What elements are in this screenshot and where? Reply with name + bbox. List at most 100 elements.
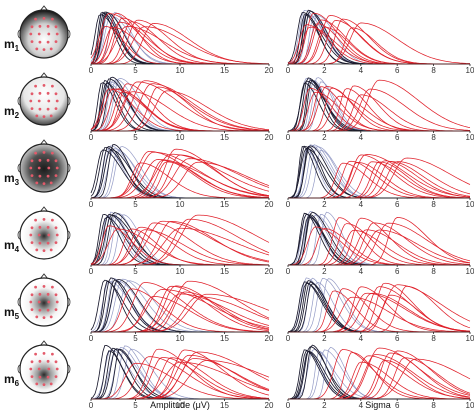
tick-label-sigma-m3-1: 2 (322, 200, 327, 209)
curve-dark-m2-2 (288, 77, 470, 132)
tick-label-amplitude-m5-2: 10 (176, 334, 185, 343)
curve-dark-m3-2 (90, 146, 269, 199)
curve-red-m2-5 (91, 91, 269, 132)
panel-sigma-m6: 0 2 4 6 8 10 (286, 344, 474, 410)
tick-label-sigma-m4-5: 10 (466, 267, 474, 276)
tick-label-sigma-m4-2: 4 (359, 267, 364, 276)
curve-red-m4-6 (91, 220, 270, 266)
scalp-map-m3 (17, 139, 71, 193)
tick-label-amplitude-m1-4: 20 (265, 66, 274, 75)
row-label-m6: m6 (4, 372, 20, 388)
curve-blue-m3-1 (90, 145, 269, 199)
tick-label-amplitude-m3-2: 10 (176, 200, 185, 209)
tick-label-sigma-m3-2: 4 (359, 200, 364, 209)
tick-label-sigma-m6-1: 2 (322, 401, 327, 410)
tick-label-amplitude-m2-3: 15 (220, 133, 229, 142)
tick-label-sigma-m5-2: 4 (359, 334, 364, 343)
curve-red-m5-7 (91, 291, 270, 333)
tick-label-amplitude-m1-3: 15 (220, 66, 229, 75)
tick-label-sigma-m1-2: 4 (359, 66, 364, 75)
curve-red-m6-7 (288, 352, 471, 400)
curve-red-m1-4 (90, 21, 269, 65)
tick-label-sigma-m1-1: 2 (322, 66, 327, 75)
tick-label-sigma-m2-1: 2 (322, 133, 327, 142)
panel-sigma-m4: 0 2 4 6 8 10 (286, 210, 474, 276)
tick-label-sigma-m1-4: 8 (431, 66, 436, 75)
tick-label-amplitude-m1-2: 10 (176, 66, 185, 75)
x-axis-label-amplitude: Amplitude (μV) (150, 400, 210, 410)
tick-label-amplitude-m5-3: 15 (220, 334, 229, 343)
curve-dark-m6-3 (91, 348, 269, 400)
curve-blue-m1-3 (288, 15, 470, 65)
curve-dark-m1-2 (288, 13, 470, 65)
curve-red-m1-1 (287, 26, 470, 65)
tick-label-amplitude-m6-4: 20 (265, 401, 274, 410)
tick-label-amplitude-m3-4: 20 (265, 200, 274, 209)
tick-label-sigma-m2-2: 4 (359, 133, 364, 142)
tick-label-amplitude-m5-4: 20 (265, 334, 274, 343)
curve-blue-m6-0 (90, 349, 269, 400)
curve-dark-m2-1 (287, 80, 470, 132)
tick-label-amplitude-m2-1: 5 (133, 133, 138, 142)
curve-red-m3-5 (91, 161, 270, 199)
curve-blue-m5-3 (91, 278, 269, 333)
curve-red-m3-2 (91, 151, 270, 199)
tick-label-sigma-m2-5: 10 (466, 133, 474, 142)
tick-label-amplitude-m4-1: 5 (133, 267, 138, 276)
curve-blue-m3-1 (287, 144, 470, 199)
tick-label-sigma-m6-5: 10 (466, 401, 474, 410)
curve-blue-m6-3 (288, 349, 470, 400)
tick-label-sigma-m5-1: 2 (322, 334, 327, 343)
curve-dark-m2-1 (90, 79, 269, 132)
curve-red-m2-7 (91, 80, 270, 132)
curve-red-m3-0 (91, 162, 269, 199)
tick-label-amplitude-m6-1: 5 (133, 401, 138, 410)
curve-blue-m6-1 (90, 349, 269, 400)
panel-sigma-m3: 0 2 4 6 8 10 (286, 144, 474, 209)
row-labels: m1 m2 m3 m4 m5 m6 (4, 37, 20, 388)
row-label-m3: m3 (4, 171, 20, 187)
panel-sigma-m1: 0 2 4 6 8 10 (286, 9, 474, 75)
curve-blue-m6-1 (288, 349, 470, 400)
curve-red-m6-0 (288, 349, 470, 400)
curve-blue-m2-0 (287, 77, 470, 132)
curve-blue-m2-3 (288, 77, 470, 132)
curve-red-m1-5 (288, 26, 470, 65)
tick-label-amplitude-m6-0: 0 (89, 401, 94, 410)
scalp-map-m6 (17, 340, 71, 394)
tick-label-amplitude-m3-1: 5 (133, 200, 138, 209)
curve-red-m1-10 (288, 22, 470, 65)
scalp-maps (17, 5, 71, 394)
panel-amplitude-m2: 0 5 10 15 20 (89, 76, 274, 142)
tick-label-amplitude-m5-0: 0 (89, 334, 94, 343)
curve-red-m1-6 (288, 15, 470, 65)
tick-label-amplitude-m6-2: 10 (176, 401, 185, 410)
curve-red-m3-3 (91, 159, 270, 199)
tick-label-amplitude-m4-4: 20 (265, 267, 274, 276)
curve-red-m2-1 (288, 91, 470, 132)
tick-label-sigma-m6-0: 0 (286, 401, 291, 410)
tick-label-sigma-m4-3: 6 (395, 267, 400, 276)
tick-label-sigma-m1-5: 10 (466, 66, 474, 75)
curve-blue-m4-1 (288, 210, 470, 266)
curve-blue-m2-4 (91, 78, 269, 132)
tick-label-sigma-m6-3: 6 (395, 401, 400, 410)
tick-label-amplitude-m2-2: 10 (176, 133, 185, 142)
curve-red-m6-9 (288, 357, 471, 400)
panel-amplitude-m6: 0 5 10 15 20 (89, 345, 274, 410)
tick-label-sigma-m1-0: 0 (286, 66, 291, 75)
tick-label-sigma-m2-4: 8 (431, 133, 436, 142)
row-label-m1: m1 (4, 37, 20, 53)
tick-label-sigma-m3-4: 8 (431, 200, 436, 209)
tick-label-sigma-m5-3: 6 (395, 334, 400, 343)
panel-amplitude-m4: 0 5 10 15 20 (89, 211, 274, 276)
scalp-map-m4 (17, 206, 71, 260)
row-label-m2: m2 (4, 104, 20, 120)
curve-red-m4-4 (91, 229, 269, 266)
tick-label-amplitude-m3-3: 15 (220, 200, 229, 209)
curve-red-m5-8 (288, 294, 471, 333)
tick-label-sigma-m3-5: 10 (466, 200, 474, 209)
tick-label-sigma-m2-0: 0 (286, 133, 291, 142)
tick-label-sigma-m2-3: 6 (395, 133, 400, 142)
